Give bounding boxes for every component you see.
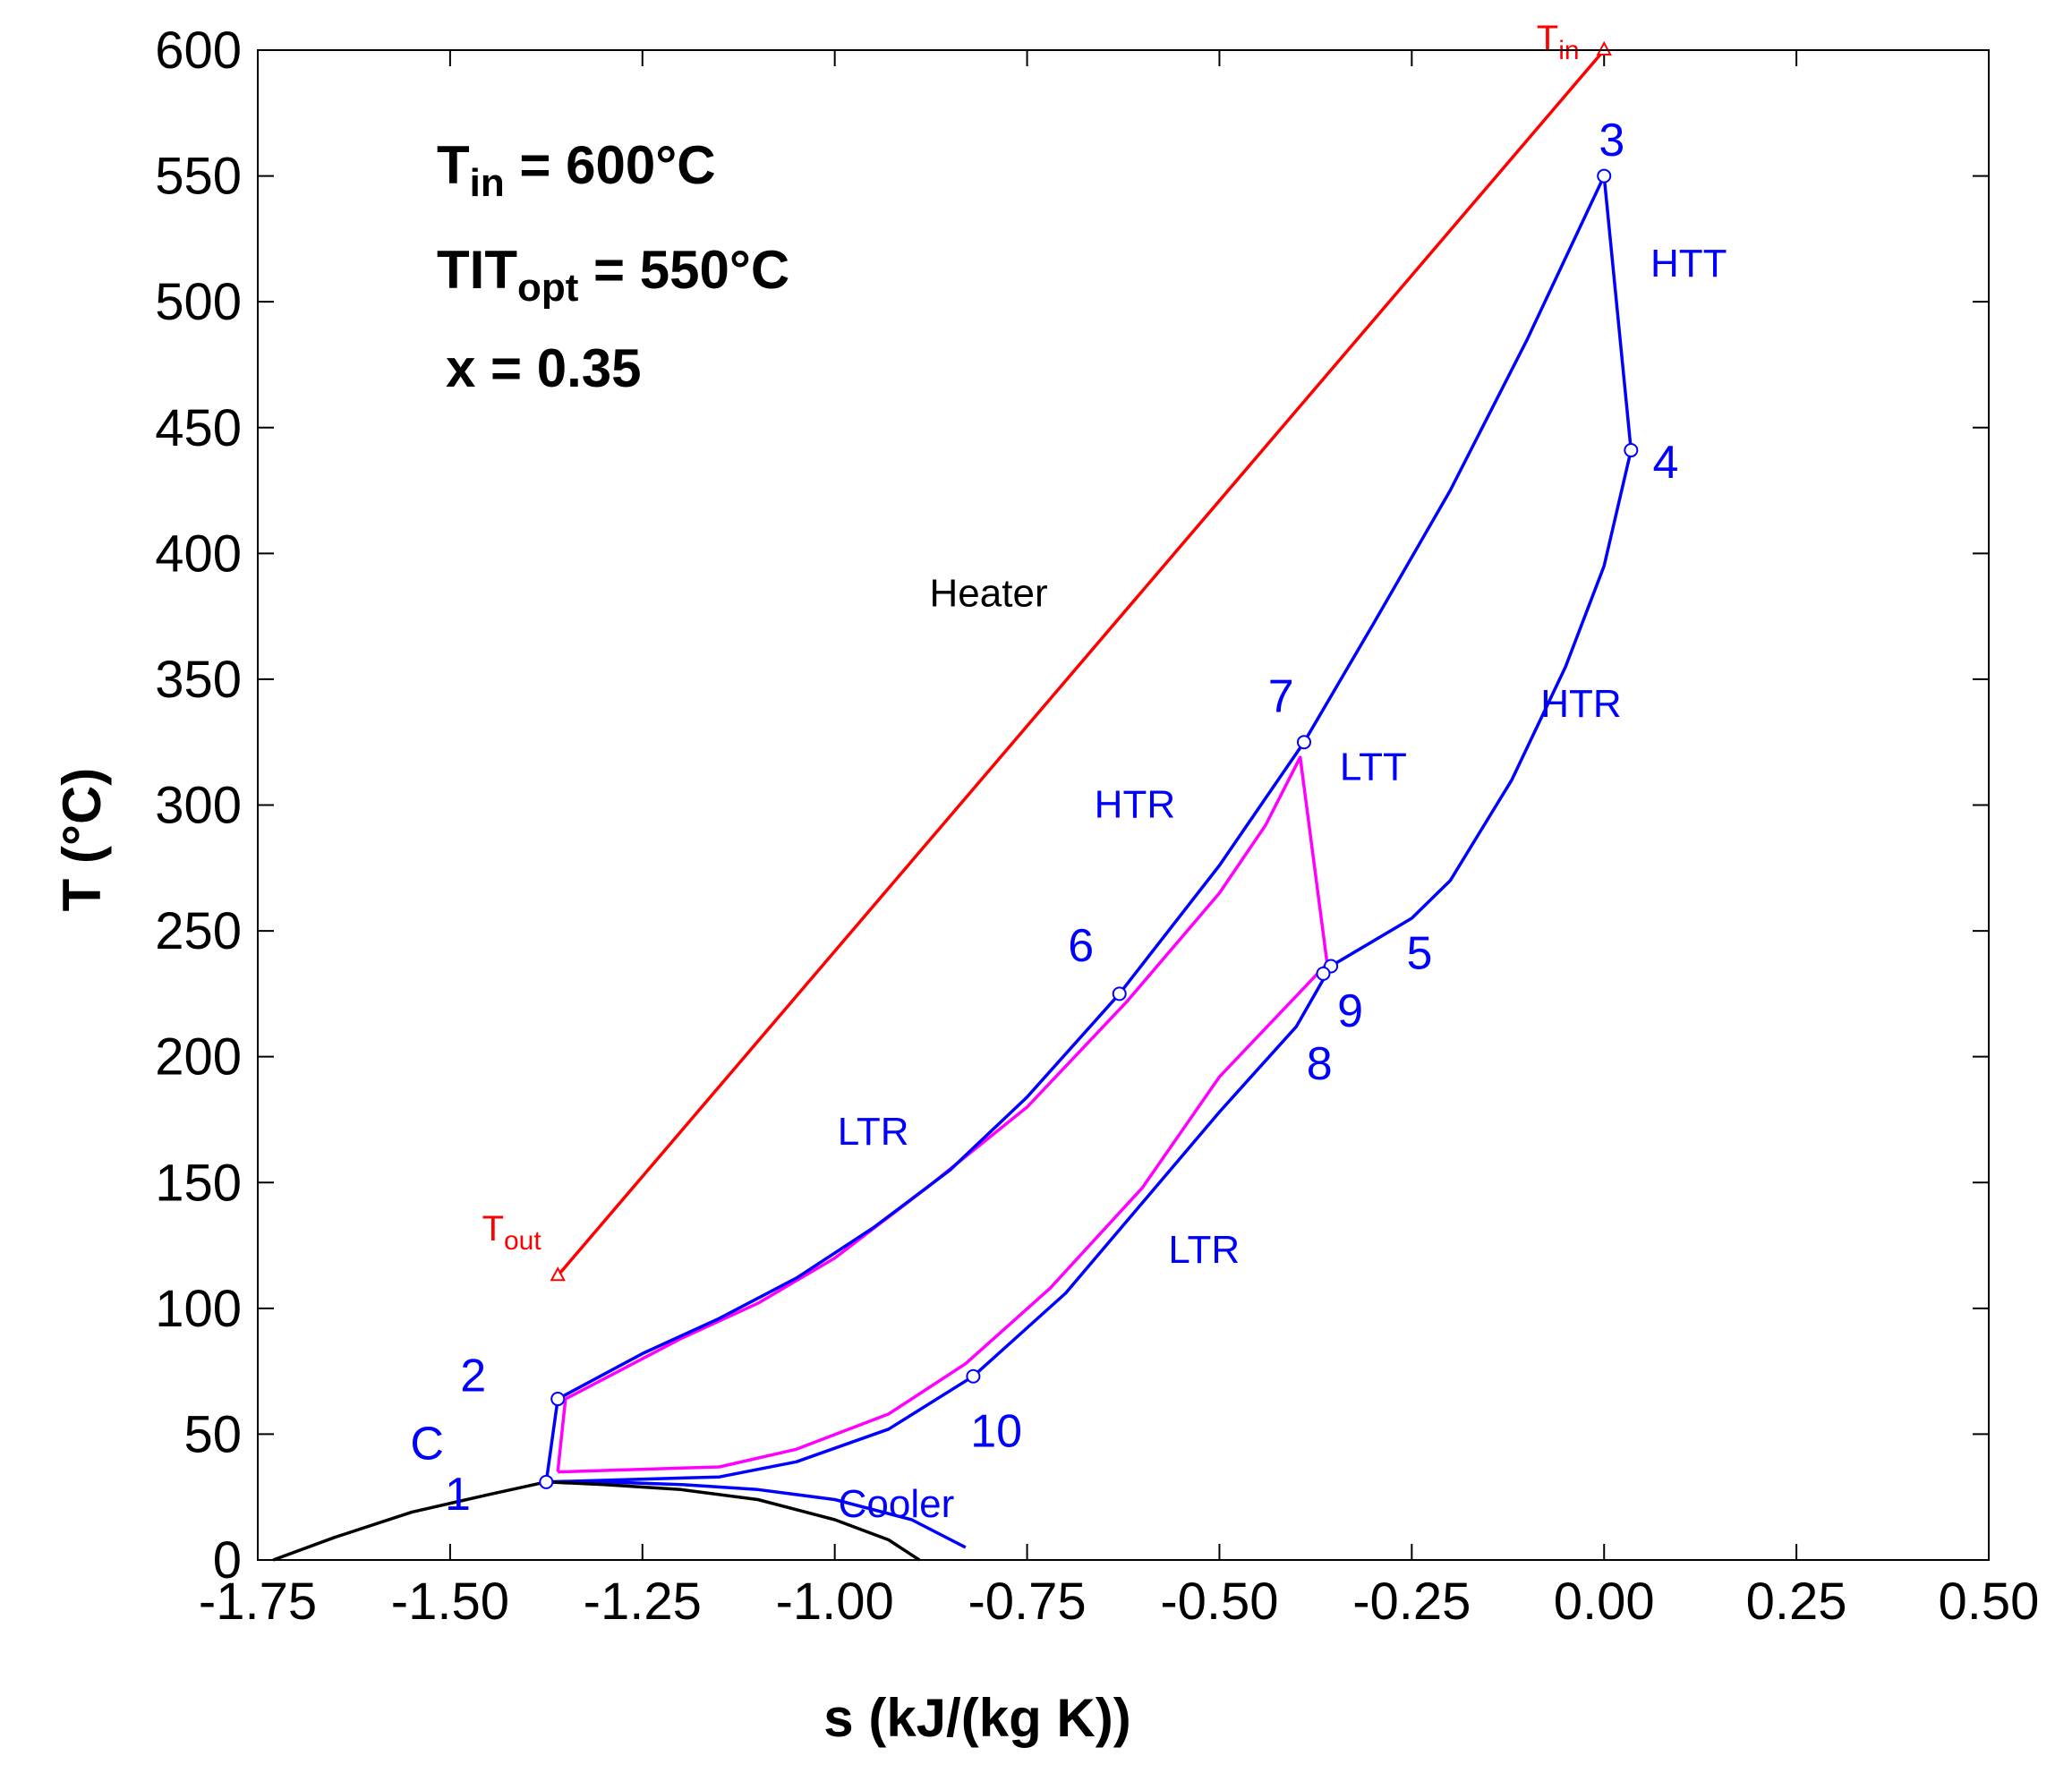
annotation-9: 1 [445,1469,471,1521]
y-tick-label-12: 600 [155,21,242,80]
annotation-11: 3 [1599,115,1624,166]
series-line-1 [546,1480,967,1549]
series-line-4 [272,1480,921,1562]
annotation-18: 10 [970,1405,1022,1457]
end-label-0: Tin [1537,19,1580,65]
y-tick-label-0: 0 [213,1531,242,1590]
marker-3-2 [1597,168,1612,183]
x-tick-label-4: -0.75 [968,1573,1086,1631]
y-tick-label-8: 400 [155,524,242,583]
series-line-2 [556,755,1329,1474]
info-x: x = 0.35 [446,338,642,398]
y-tick-label-10: 500 [155,273,242,331]
annotation-4: HTT [1650,242,1727,286]
info-tin: Tin = 600°C [437,135,716,205]
marker-3-5 [1316,966,1331,981]
axis-ticks: -1.75 -1.50 -1.25 -1.00 -0.75 -0.50 -0.25 0.00 0… [155,21,2039,1631]
annotation-5: LTR [838,1110,909,1154]
y-tick-label-3: 150 [155,1154,242,1212]
y-tick-label-9: 450 [155,399,242,457]
x-tick-label-8: 0.25 [1746,1573,1847,1631]
y-tick-label-6: 300 [155,777,242,835]
x-tick-label-1: -1.50 [391,1573,509,1631]
y-tick-label-1: 50 [183,1405,242,1463]
series-line-0 [556,48,1606,1277]
y-axis-title: T (°C) [52,768,112,912]
annotation-8: C [410,1419,444,1470]
y-tick-label-7: 350 [155,651,242,709]
marker-3-8 [966,1368,981,1384]
x-axis-title: s (kJ/(kg K)) [823,1688,1130,1748]
x-tick-label-5: -0.50 [1160,1573,1278,1631]
annotation-1: HTR [1095,783,1175,827]
x-tick-label-7: 0.00 [1554,1573,1655,1631]
marker-3-6 [1112,986,1127,1002]
annotation-0: Heater [930,571,1048,615]
x-tick-label-3: -1.00 [776,1573,894,1631]
annotation-7: Cooler [839,1482,955,1526]
annotation-3: HTR [1540,682,1621,726]
plot-frame [257,49,1990,1561]
y-tick-label-11: 550 [155,148,242,206]
marker-layer [539,40,1639,1489]
annotation-10: 2 [460,1351,486,1402]
marker-3-0 [539,1474,554,1489]
annotation-16: 8 [1307,1038,1333,1090]
y-tick-label-4: 200 [155,1028,242,1087]
x-tick-label-6: -0.25 [1352,1573,1471,1631]
x-tick-label-9: 0.50 [1939,1573,2040,1631]
marker-3-3 [1624,443,1639,458]
marker-0-0 [550,1266,566,1282]
annotation-12: 4 [1653,437,1679,489]
annotation-14: 6 [1068,920,1094,972]
marker-3-1 [550,1392,566,1407]
marker-0-1 [1596,40,1612,55]
x-tick-label-0: -1.75 [199,1573,317,1631]
annotation-17: 9 [1337,985,1363,1037]
y-tick-label-2: 100 [155,1280,242,1338]
x-tick-label-2: -1.25 [584,1573,702,1631]
annotation-6: LTR [1168,1228,1240,1272]
series-line-3 [544,174,1633,1484]
annotation-13: 5 [1406,927,1432,979]
end-label-1: Tout [482,1209,542,1256]
marker-3-7 [1296,735,1311,750]
annotation-layer: Heater HTR LTT HTR HTT LTR LTR Cooler C1 2 3 4 5 6 7 89… [410,19,1727,1526]
annotation-2: LTT [1340,745,1407,788]
y-tick-label-5: 250 [155,902,242,960]
annotation-15: 7 [1268,670,1294,722]
info-tit: TITopt = 550°C [437,240,789,310]
